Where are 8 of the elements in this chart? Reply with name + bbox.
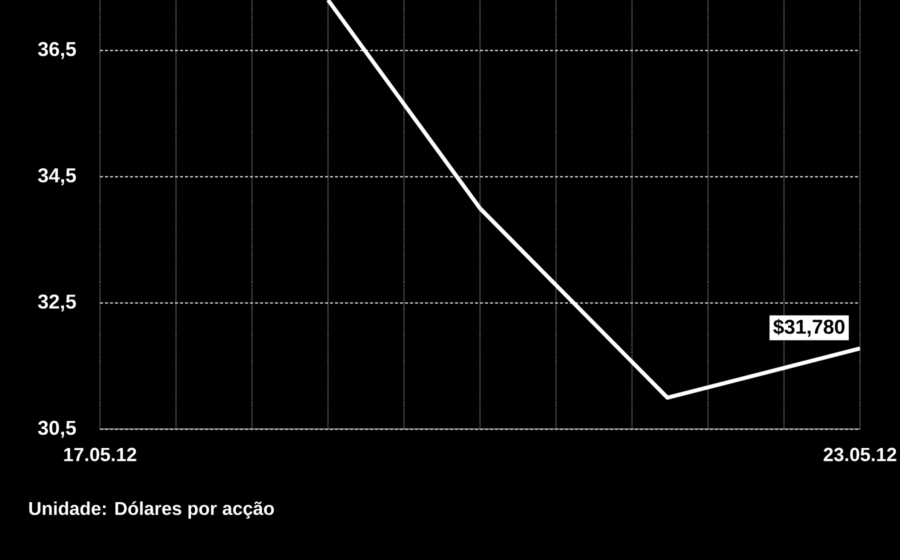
y-tick-label: 36,5 (38, 42, 76, 60)
y-tick-label: 34,5 (38, 168, 76, 186)
y-tick-label: 32,5 (38, 294, 76, 312)
text: Unidade: Dólares por acção (29, 501, 274, 519)
x-tick-label: 23.05.12 (824, 448, 896, 462)
x-tick-label: 17.05.12 (64, 448, 136, 462)
y-tick-label: 30,5 (38, 420, 76, 438)
annotation: $31,780 (773, 318, 844, 337)
